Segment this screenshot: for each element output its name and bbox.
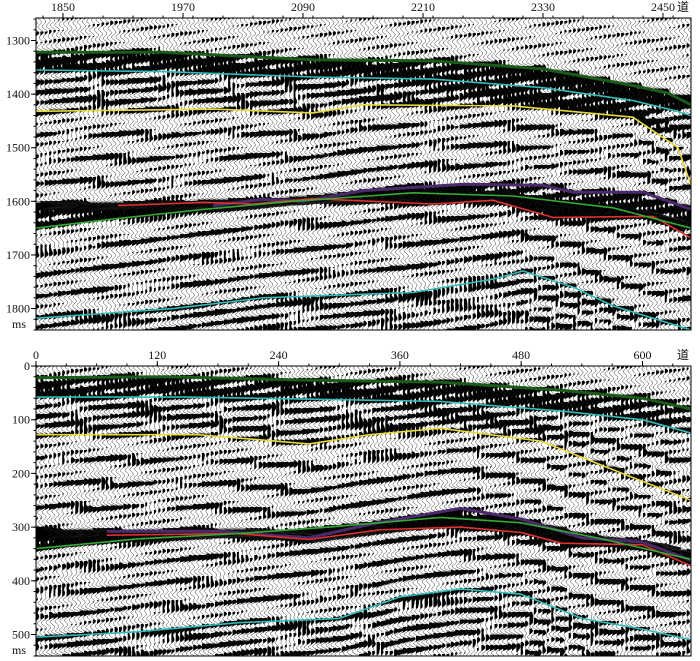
horizon-line-4 [212, 182, 691, 211]
horizon-line-3 [36, 104, 691, 186]
y-tick-label: 1800 [6, 302, 30, 316]
panel-frame [35, 365, 692, 657]
trace-lines [36, 18, 691, 330]
horizon-line-1 [36, 50, 691, 107]
x-tick-label: 2450 [651, 0, 675, 14]
x-tick-label: 600 [633, 348, 651, 362]
x-tick-label: 1970 [171, 0, 195, 14]
horizon-line-5 [117, 197, 691, 239]
horizon-line-1 [36, 375, 691, 411]
wiggle-traces [36, 366, 691, 656]
horizon-line-5 [106, 526, 691, 567]
horizon-line-6 [36, 192, 691, 229]
x-tick-label: 1850 [51, 0, 75, 14]
y-tick-label: 100 [12, 413, 30, 427]
x-unit-label: 道 [677, 0, 689, 14]
y-tick-label: 200 [12, 466, 30, 480]
x-tick-label: 480 [512, 348, 530, 362]
y-unit-label: ms [12, 317, 26, 331]
y-unit-label: ms [12, 643, 26, 657]
x-unit-label: 道 [677, 348, 689, 362]
x-tick-label: 2330 [531, 0, 555, 14]
y-tick-label: 300 [12, 520, 30, 534]
x-tick-label: 2210 [411, 0, 435, 14]
y-tick-label: 500 [12, 628, 30, 642]
horizon-line-2 [36, 396, 691, 434]
wiggle-traces [36, 18, 691, 330]
x-tick-label: 360 [391, 348, 409, 362]
y-tick-label: 0 [24, 359, 30, 373]
horizon-line-6 [36, 516, 691, 561]
y-tick-label: 1500 [6, 141, 30, 155]
panel-frame [35, 17, 692, 331]
y-tick-label: 1400 [6, 87, 30, 101]
horizon-line-7 [36, 270, 691, 330]
x-tick-label: 120 [148, 348, 166, 362]
y-tick-label: 400 [12, 574, 30, 588]
y-tick-label: 1300 [6, 34, 30, 48]
horizon-line-7 [36, 588, 691, 641]
x-tick-label: 2090 [291, 0, 315, 14]
horizon-line-2 [36, 69, 691, 117]
y-tick-label: 1700 [6, 248, 30, 262]
x-tick-label: 240 [270, 348, 288, 362]
top-seismic-panel: 1850 1970 2090 2210 2330 2450 道 1300 1400 1500 160… [6, 0, 692, 331]
y-tick-label: 1600 [6, 194, 30, 208]
trace-fill [36, 366, 691, 656]
horizon-line-3 [36, 427, 691, 502]
x-tick-label: 0 [33, 348, 39, 362]
